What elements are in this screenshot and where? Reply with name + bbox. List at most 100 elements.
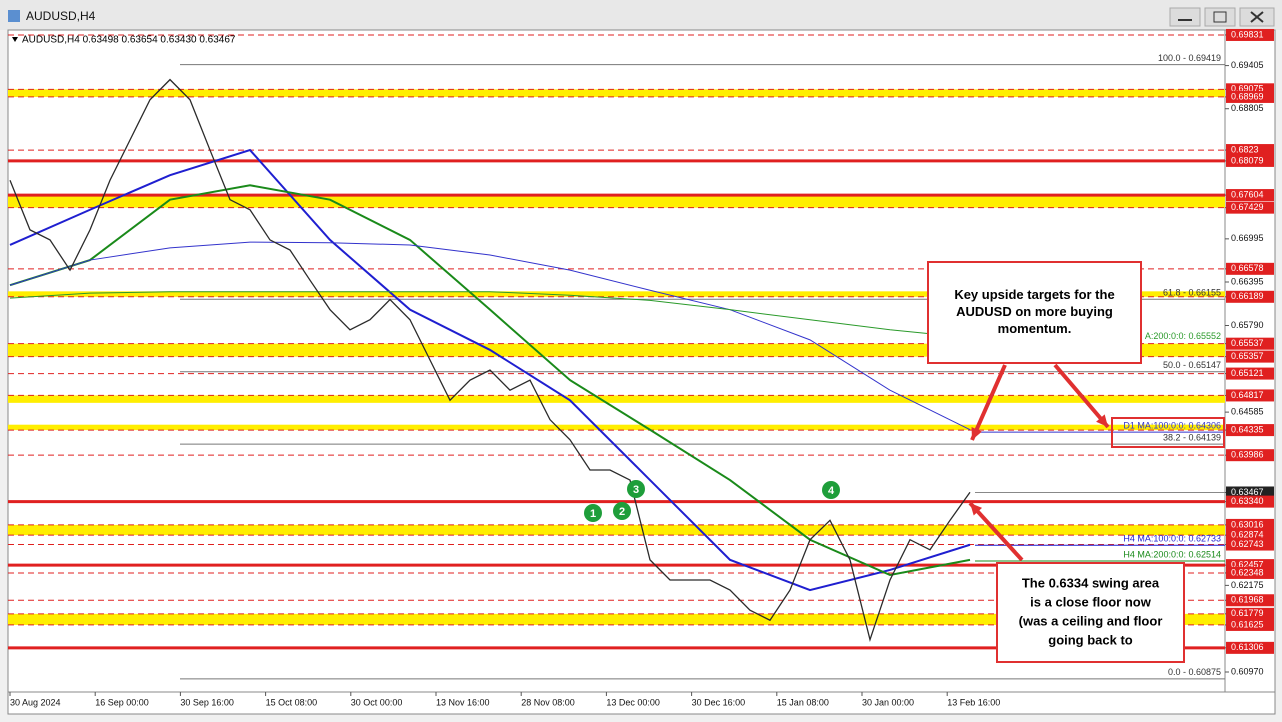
y-tick-label: 0.64817 (1231, 390, 1264, 400)
annotation-text: going back to (1048, 632, 1133, 647)
swing-marker (613, 502, 631, 520)
y-label-bg (1226, 449, 1274, 462)
fib-label: 61.8 - 0.66155 (1163, 288, 1221, 298)
y-tick-label: 0.61779 (1231, 608, 1264, 618)
y-label-bg (1226, 154, 1274, 167)
x-tick-label: 13 Feb 16:00 (947, 697, 1000, 707)
annotation-text: The 0.6334 swing area (1022, 575, 1160, 590)
header-arrow (12, 37, 18, 42)
y-tick-label: 0.61625 (1231, 619, 1264, 629)
x-tick-label: 30 Jan 00:00 (862, 697, 914, 707)
y-tick-label: 0.66578 (1231, 263, 1264, 273)
window-title: AUDUSD,H4 (26, 9, 96, 23)
moving-average (9, 148, 971, 592)
moving-average (9, 291, 971, 339)
x-tick-label: 30 Sep 16:00 (180, 697, 234, 707)
y-label-bg (1226, 389, 1274, 402)
chart-header: AUDUSD,H4 0.63498 0.63654 0.63430 0.6346… (22, 35, 236, 46)
y-tick-label: 0.65121 (1231, 368, 1264, 378)
swing-marker-label: 4 (828, 485, 835, 497)
y-tick-label: 0.63016 (1231, 519, 1264, 529)
window-buttons[interactable] (1169, 7, 1275, 27)
annotation-arrow (970, 364, 1007, 441)
zone-band (8, 613, 1225, 625)
zone-band (8, 424, 1225, 431)
swing-marker-label: 3 (633, 484, 639, 496)
y-tick-label: 0.62743 (1231, 539, 1264, 549)
swing-marker-label: 2 (619, 506, 625, 518)
zone-band (8, 524, 1225, 536)
y-label-bg (1226, 486, 1274, 499)
y-tick-label: 0.63340 (1231, 496, 1264, 506)
y-tick-label: 0.62175 (1231, 580, 1264, 590)
x-tick-label: 30 Oct 00:00 (351, 697, 403, 707)
y-label-bg (1226, 566, 1274, 579)
price-line (9, 78, 971, 642)
y-tick-label: 0.62348 (1231, 567, 1264, 577)
annotation-text: Key upside targets for the (954, 287, 1114, 302)
swing-marker-label: 1 (590, 508, 596, 520)
ma-label: D1 MA:100:0:0: 0.64306 (1123, 421, 1221, 431)
y-label-bg (1226, 367, 1274, 380)
minimize-button[interactable] (1169, 7, 1201, 27)
y-tick-label: 0.65537 (1231, 338, 1264, 348)
y-tick-label: 0.63467 (1231, 487, 1264, 497)
y-tick-label: 0.62457 (1231, 559, 1264, 569)
y-tick-label: 0.63986 (1231, 450, 1264, 460)
annotation-text: is a close floor now (1030, 594, 1152, 609)
y-label-bg (1226, 495, 1274, 508)
maximize-button[interactable] (1204, 7, 1236, 27)
zone-band (8, 195, 1225, 208)
ma-label: A:200:0:0: 0.65552 (1145, 331, 1221, 341)
y-tick-label: 0.68805 (1231, 103, 1264, 113)
y-label-bg (1226, 337, 1274, 350)
y-label-bg (1226, 189, 1274, 202)
y-label-bg (1226, 594, 1274, 607)
annotation-box (996, 562, 1185, 663)
y-label-bg (1226, 529, 1274, 542)
swing-marker (584, 504, 602, 522)
x-tick-label: 13 Nov 16:00 (436, 697, 490, 707)
arrow-head (971, 427, 982, 440)
y-tick-label: 0.66395 (1231, 276, 1264, 286)
y-label-bg (1226, 641, 1274, 654)
swing-marker (627, 480, 645, 498)
y-tick-label: 0.69075 (1231, 84, 1264, 94)
y-tick-label: 0.64335 (1231, 424, 1264, 434)
x-tick-label: 30 Aug 2024 (10, 697, 61, 707)
x-tick-label: 28 Nov 08:00 (521, 697, 575, 707)
x-tick-label: 30 Dec 16:00 (692, 697, 746, 707)
y-tick-label: 0.66189 (1231, 291, 1264, 301)
zone-band (8, 89, 1225, 97)
arrow-head (1096, 414, 1108, 427)
y-label-bg (1226, 607, 1274, 620)
y-label-bg (1226, 262, 1274, 275)
annotation-arrow (1053, 363, 1110, 429)
y-label-bg (1226, 28, 1274, 41)
y-tick-label: 0.65790 (1231, 320, 1264, 330)
fib-label: 100.0 - 0.69419 (1158, 53, 1221, 63)
x-tick-label: 13 Dec 00:00 (606, 697, 660, 707)
y-tick-label: 0.68969 (1231, 91, 1264, 101)
y-label-bg (1226, 144, 1274, 157)
zone-band (8, 395, 1225, 403)
close-icon (1250, 11, 1264, 23)
target-highlight (1111, 417, 1225, 448)
moving-average (9, 241, 971, 431)
y-tick-label: 0.68079 (1231, 155, 1264, 165)
annotation-text: AUDUSD on more buying (956, 304, 1113, 319)
fib-label: 0.0 - 0.60875 (1168, 667, 1221, 677)
fib-label: 38.2 - 0.64139 (1163, 433, 1221, 443)
annotation-box (927, 261, 1142, 364)
ma-label: H4 MA:100:0:0: 0.62733 (1123, 534, 1221, 544)
y-tick-label: 0.60970 (1231, 666, 1264, 676)
y-label-bg (1226, 290, 1274, 303)
y-label-bg (1226, 538, 1274, 551)
maximize-icon (1213, 11, 1227, 23)
arrow-head (970, 503, 983, 516)
y-tick-label: 0.66995 (1231, 233, 1264, 243)
annotation-text: (was a ceiling and floor (1019, 613, 1163, 628)
y-label-bg (1226, 90, 1274, 103)
x-tick-label: 15 Oct 08:00 (266, 697, 318, 707)
